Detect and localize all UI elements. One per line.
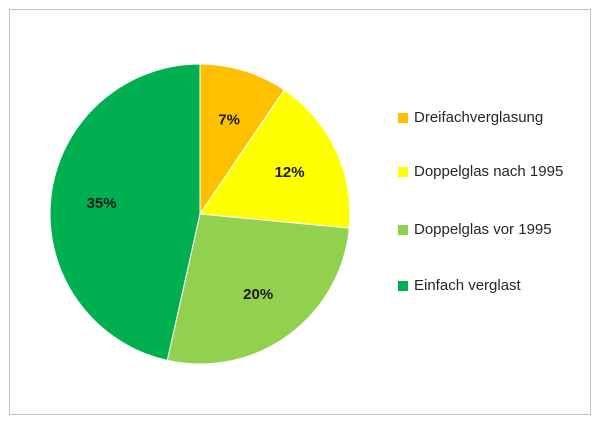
legend-label-doppelglas-nach-1995: Doppelglas nach 1995 [414,163,564,180]
pie-slice-einfach-verglast [49,63,201,361]
legend-item-doppelglas-vor-1995: Doppelglas vor 1995 [398,220,599,240]
data-label-doppelglas-vor-1995: 20% [243,286,273,303]
pie-slices [49,63,351,365]
legend-swatch-dreifachverglasung [398,113,408,123]
pie-slice-doppelglas-vor-1995 [166,213,350,365]
pie-slice-doppelglas-nach-1995 [199,89,351,229]
data-label-doppelglas-nach-1995: 12% [275,164,305,181]
legend-item-einfach-verglast: Einfach verglast [398,276,584,296]
pie-slice-dreifachverglasung [199,63,286,216]
legend-label-doppelglas-vor-1995: Doppelglas vor 1995 [414,221,552,238]
legend-label-dreifachverglasung: Dreifachverglasung [414,109,544,126]
legend-label-einfach-verglast: Einfach verglast [414,277,521,294]
legend-swatch-doppelglas-vor-1995 [398,225,408,235]
legend-swatch-doppelglas-nach-1995 [398,167,408,177]
legend-item-doppelglas-nach-1995: Doppelglas nach 1995 [398,162,574,182]
data-label-einfach-verglast: 35% [87,195,117,212]
pie-data-labels: 7% 12% 20% 35% [87,111,305,303]
legend-swatch-einfach-verglast [398,281,408,291]
data-label-dreifachverglasung: 7% [218,111,240,128]
legend-item-dreifachverglasung: Dreifachverglasung [398,108,584,128]
